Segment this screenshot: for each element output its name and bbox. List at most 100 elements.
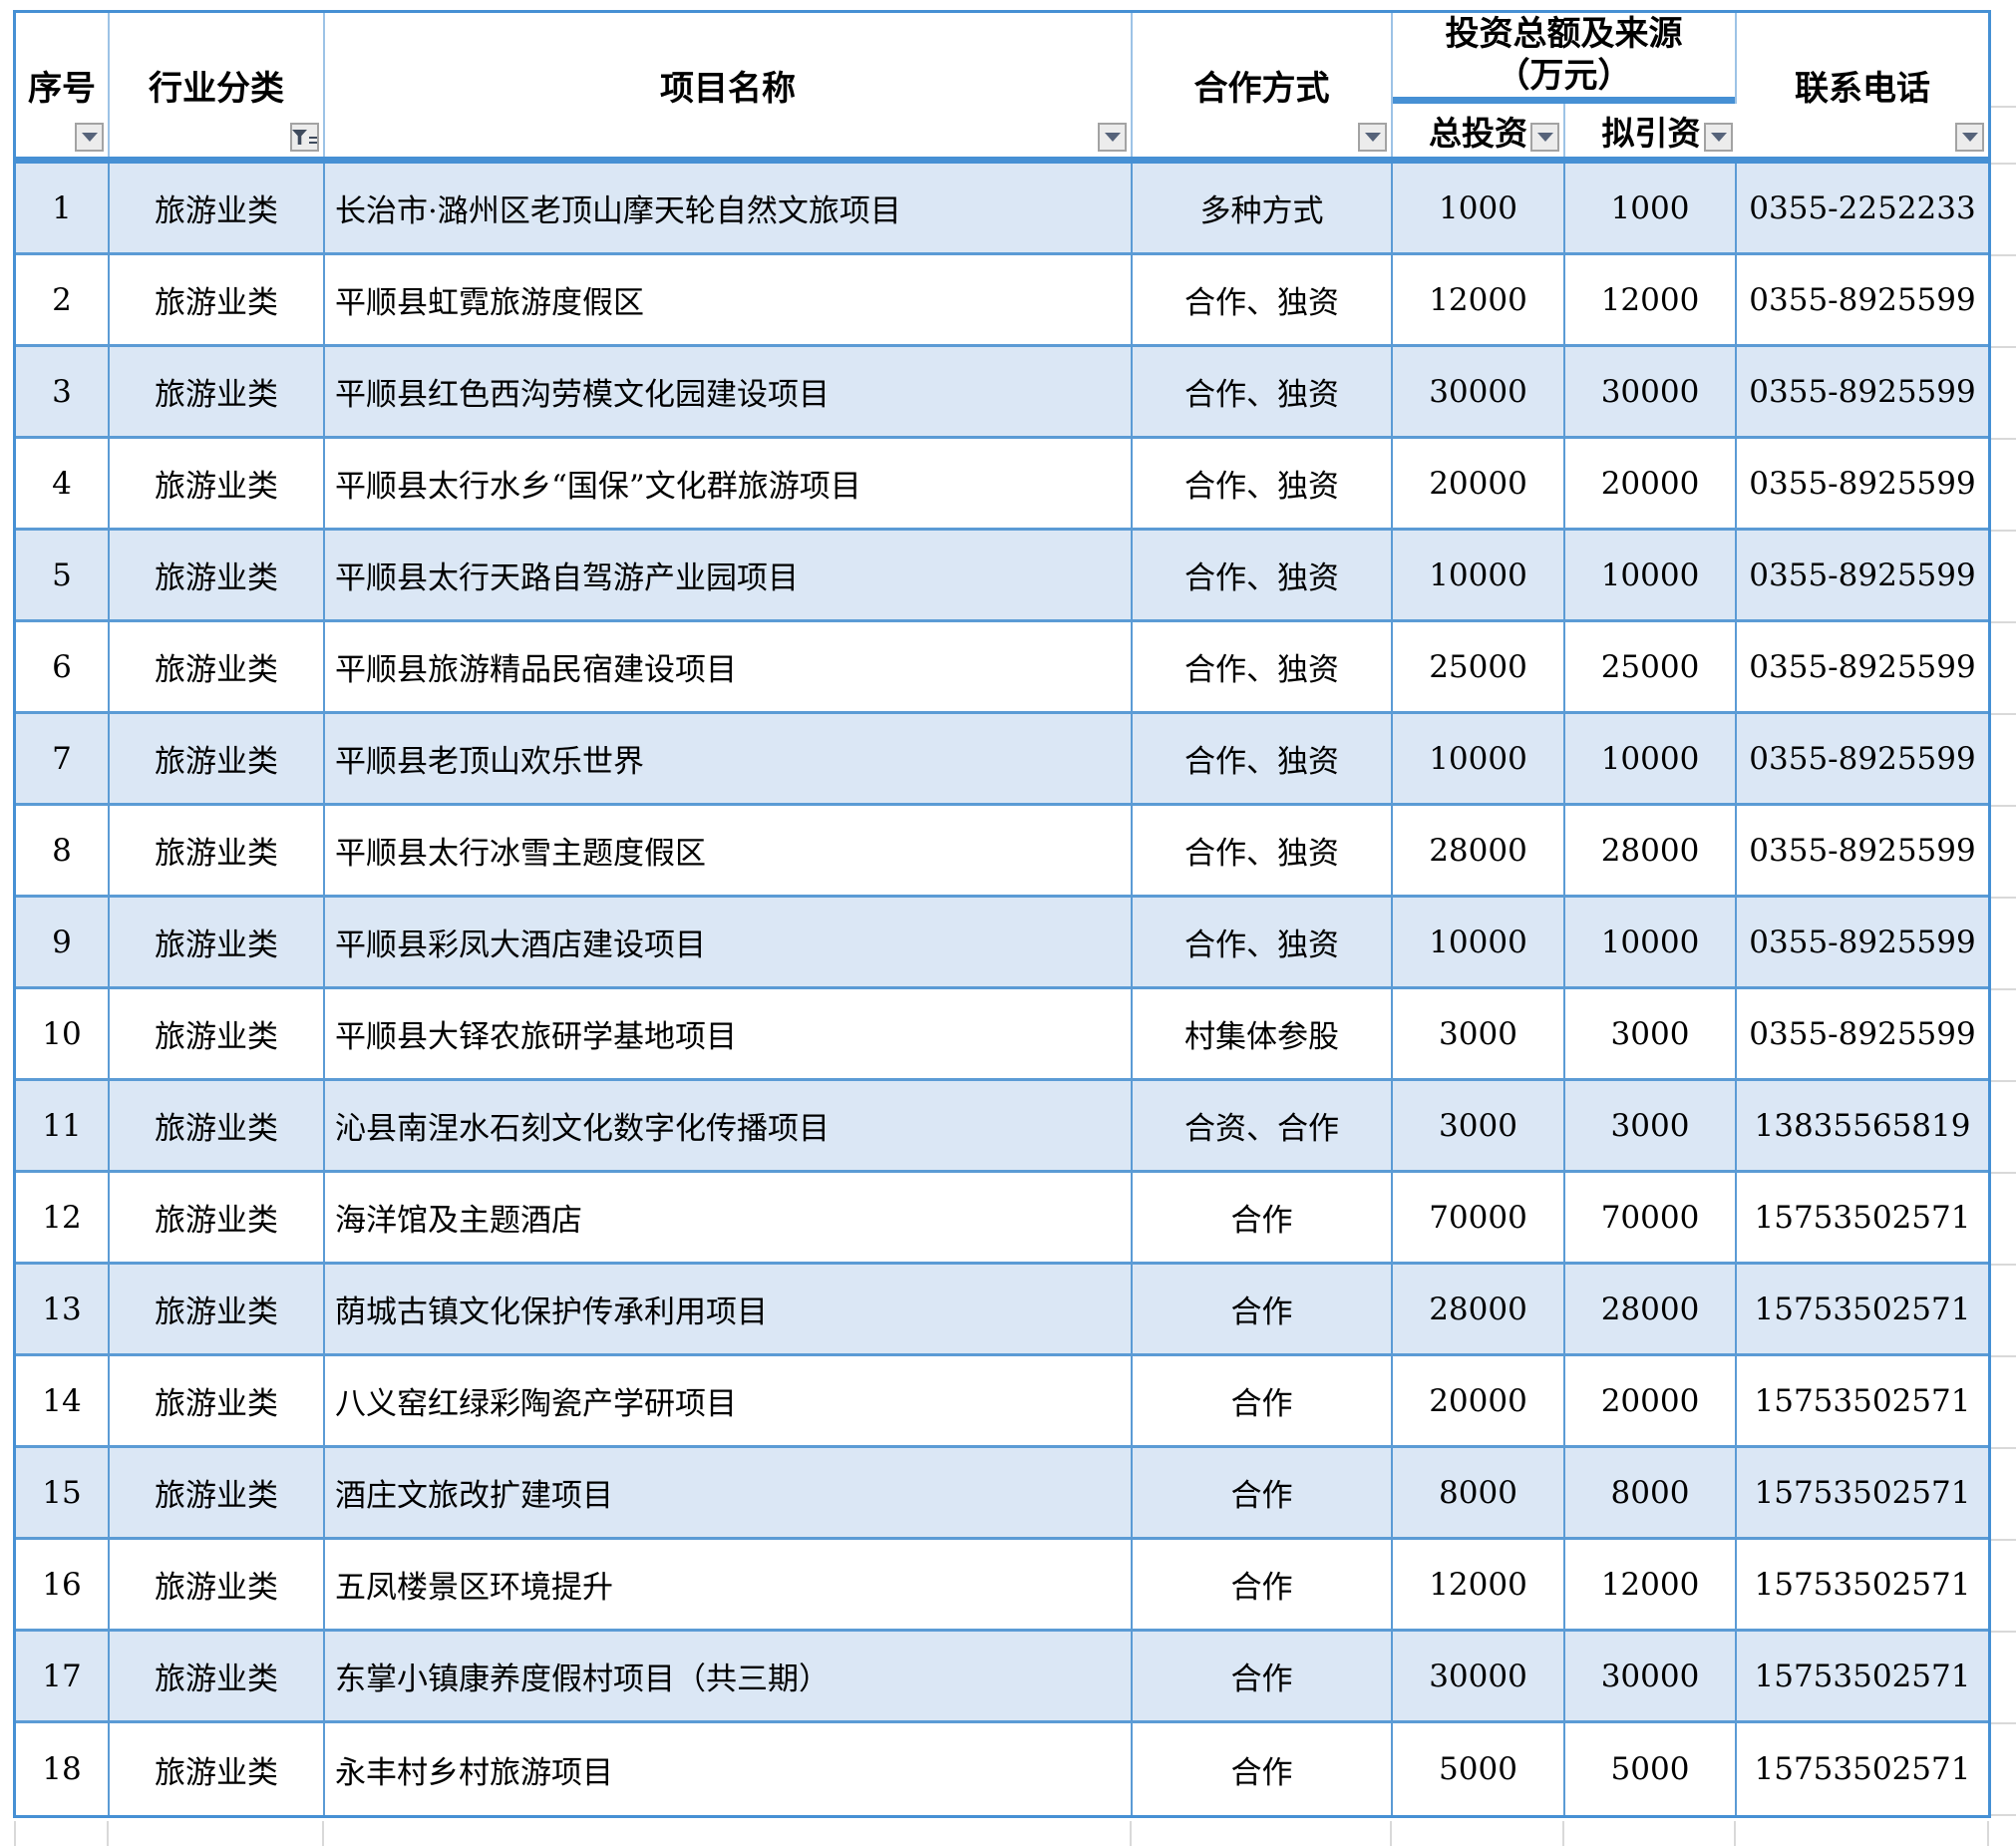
cell-total-investment[interactable]: 28000 xyxy=(1393,806,1565,895)
cell-seq[interactable]: 3 xyxy=(16,347,110,436)
header-cell-seq[interactable]: 序号 xyxy=(16,13,110,157)
cell-industry[interactable]: 旅游业类 xyxy=(110,806,325,895)
cell-cooperation-method[interactable]: 合作、独资 xyxy=(1133,347,1393,436)
cell-seq[interactable]: 12 xyxy=(16,1173,110,1262)
cell-seq[interactable]: 2 xyxy=(16,255,110,344)
cell-proposed-investment[interactable]: 30000 xyxy=(1565,347,1737,436)
cell-proposed-investment[interactable]: 12000 xyxy=(1565,1540,1737,1629)
cell-proposed-investment[interactable]: 12000 xyxy=(1565,255,1737,344)
cell-cooperation-method[interactable]: 合作 xyxy=(1133,1356,1393,1445)
cell-proposed-investment[interactable]: 10000 xyxy=(1565,898,1737,986)
cell-proposed-investment[interactable]: 1000 xyxy=(1565,164,1737,252)
cell-total-investment[interactable]: 30000 xyxy=(1393,1632,1565,1720)
cell-contact-phone[interactable]: 15753502571 xyxy=(1754,1658,1971,1694)
cell-project-name[interactable]: 沁县南涅水石刻文化数字化传播项目 xyxy=(325,1081,1133,1170)
cell-cooperation-method[interactable]: 合作 xyxy=(1133,1265,1393,1353)
cell-contact-phone[interactable]: 0355-8925599 xyxy=(1749,556,1976,593)
cell-seq[interactable]: 14 xyxy=(16,1356,110,1445)
cell-proposed-investment[interactable]: 70000 xyxy=(1565,1173,1737,1262)
cell-project-name[interactable]: 五凤楼景区环境提升 xyxy=(325,1540,1133,1629)
header-cell-project[interactable]: 项目名称 xyxy=(325,13,1133,157)
filter-dropdown-button-project[interactable] xyxy=(1098,123,1127,152)
cell-project-name[interactable]: 长治市·潞州区老顶山摩天轮自然文旅项目 xyxy=(325,164,1133,252)
header-cell-total-investment[interactable]: 总投资 xyxy=(1393,104,1565,157)
cell-industry[interactable]: 旅游业类 xyxy=(110,898,325,986)
cell-total-investment[interactable]: 30000 xyxy=(1393,347,1565,436)
cell-industry[interactable]: 旅游业类 xyxy=(110,1632,325,1720)
cell-proposed-investment[interactable]: 20000 xyxy=(1565,439,1737,528)
header-cell-proposed-investment[interactable]: 拟引资 xyxy=(1565,104,1737,157)
cell-total-investment[interactable]: 12000 xyxy=(1393,1540,1565,1629)
cell-industry[interactable]: 旅游业类 xyxy=(110,1356,325,1445)
cell-contact-phone[interactable]: 15753502571 xyxy=(1754,1474,1971,1511)
header-cell-industry[interactable]: 行业分类 xyxy=(110,13,325,157)
cell-project-name[interactable]: 平顺县太行水乡“国保”文化群旅游项目 xyxy=(325,439,1133,528)
cell-cooperation-method[interactable]: 合作、独资 xyxy=(1133,622,1393,711)
cell-project-name[interactable]: 海洋馆及主题酒店 xyxy=(325,1173,1133,1262)
cell-industry[interactable]: 旅游业类 xyxy=(110,1540,325,1629)
cell-seq[interactable]: 11 xyxy=(16,1081,110,1170)
cell-total-investment[interactable]: 10000 xyxy=(1393,898,1565,986)
cell-proposed-investment[interactable]: 10000 xyxy=(1565,714,1737,803)
cell-contact-phone[interactable]: 15753502571 xyxy=(1754,1751,1971,1787)
cell-industry[interactable]: 旅游业类 xyxy=(110,1081,325,1170)
cell-total-investment[interactable]: 70000 xyxy=(1393,1173,1565,1262)
header-cell-phone[interactable]: 联系电话 xyxy=(1737,13,1988,157)
cell-cooperation-method[interactable]: 多种方式 xyxy=(1133,164,1393,252)
header-investment-title[interactable]: 投资总额及来源 （万元） xyxy=(1393,13,1735,104)
cell-contact-phone[interactable]: 15753502571 xyxy=(1754,1382,1971,1419)
cell-total-investment[interactable]: 1000 xyxy=(1393,164,1565,252)
cell-seq[interactable]: 5 xyxy=(16,531,110,619)
cell-contact-phone[interactable]: 15753502571 xyxy=(1754,1199,1971,1236)
cell-cooperation-method[interactable]: 合作、独资 xyxy=(1133,531,1393,619)
cell-cooperation-method[interactable]: 合作、独资 xyxy=(1133,439,1393,528)
cell-project-name[interactable]: 平顺县太行冰雪主题度假区 xyxy=(325,806,1133,895)
cell-project-name[interactable]: 平顺县太行天路自驾游产业园项目 xyxy=(325,531,1133,619)
filter-dropdown-button-total[interactable] xyxy=(1530,123,1559,152)
cell-total-investment[interactable]: 12000 xyxy=(1393,255,1565,344)
cell-contact-phone[interactable]: 0355-8925599 xyxy=(1749,1015,1976,1052)
cell-project-name[interactable]: 八义窑红绿彩陶瓷产学研项目 xyxy=(325,1356,1133,1445)
cell-seq[interactable]: 17 xyxy=(16,1632,110,1720)
cell-proposed-investment[interactable]: 3000 xyxy=(1565,989,1737,1078)
cell-industry[interactable]: 旅游业类 xyxy=(110,1723,325,1815)
cell-proposed-investment[interactable]: 30000 xyxy=(1565,1632,1737,1720)
cell-project-name[interactable]: 平顺县大铎农旅研学基地项目 xyxy=(325,989,1133,1078)
cell-cooperation-method[interactable]: 合作、独资 xyxy=(1133,806,1393,895)
cell-contact-phone[interactable]: 0355-8925599 xyxy=(1749,832,1976,869)
cell-cooperation-method[interactable]: 合作、独资 xyxy=(1133,255,1393,344)
cell-seq[interactable]: 15 xyxy=(16,1448,110,1537)
cell-cooperation-method[interactable]: 合作 xyxy=(1133,1723,1393,1815)
cell-seq[interactable]: 13 xyxy=(16,1265,110,1353)
cell-cooperation-method[interactable]: 合资、合作 xyxy=(1133,1081,1393,1170)
cell-industry[interactable]: 旅游业类 xyxy=(110,347,325,436)
cell-industry[interactable]: 旅游业类 xyxy=(110,989,325,1078)
cell-industry[interactable]: 旅游业类 xyxy=(110,439,325,528)
cell-total-investment[interactable]: 28000 xyxy=(1393,1265,1565,1353)
cell-proposed-investment[interactable]: 10000 xyxy=(1565,531,1737,619)
cell-proposed-investment[interactable]: 8000 xyxy=(1565,1448,1737,1537)
cell-contact-phone[interactable]: 0355-8925599 xyxy=(1749,923,1976,960)
cell-total-investment[interactable]: 25000 xyxy=(1393,622,1565,711)
cell-proposed-investment[interactable]: 28000 xyxy=(1565,1265,1737,1353)
cell-seq[interactable]: 10 xyxy=(16,989,110,1078)
cell-project-name[interactable]: 平顺县旅游精品民宿建设项目 xyxy=(325,622,1133,711)
filter-dropdown-button-method[interactable] xyxy=(1358,123,1387,152)
cell-proposed-investment[interactable]: 25000 xyxy=(1565,622,1737,711)
cell-cooperation-method[interactable]: 合作 xyxy=(1133,1173,1393,1262)
cell-proposed-investment[interactable]: 20000 xyxy=(1565,1356,1737,1445)
filter-active-button-industry[interactable] xyxy=(290,123,319,152)
cell-contact-phone[interactable]: 13835565819 xyxy=(1754,1107,1971,1144)
cell-project-name[interactable]: 平顺县虹霓旅游度假区 xyxy=(325,255,1133,344)
cell-seq[interactable]: 18 xyxy=(16,1723,110,1815)
cell-industry[interactable]: 旅游业类 xyxy=(110,1265,325,1353)
cell-total-investment[interactable]: 3000 xyxy=(1393,1081,1565,1170)
filter-dropdown-button-phone[interactable] xyxy=(1955,123,1984,152)
cell-contact-phone[interactable]: 15753502571 xyxy=(1754,1566,1971,1603)
cell-industry[interactable]: 旅游业类 xyxy=(110,1448,325,1537)
cell-industry[interactable]: 旅游业类 xyxy=(110,622,325,711)
cell-industry[interactable]: 旅游业类 xyxy=(110,164,325,252)
cell-contact-phone[interactable]: 0355-8925599 xyxy=(1749,373,1976,410)
cell-contact-phone[interactable]: 15753502571 xyxy=(1754,1291,1971,1327)
cell-industry[interactable]: 旅游业类 xyxy=(110,714,325,803)
